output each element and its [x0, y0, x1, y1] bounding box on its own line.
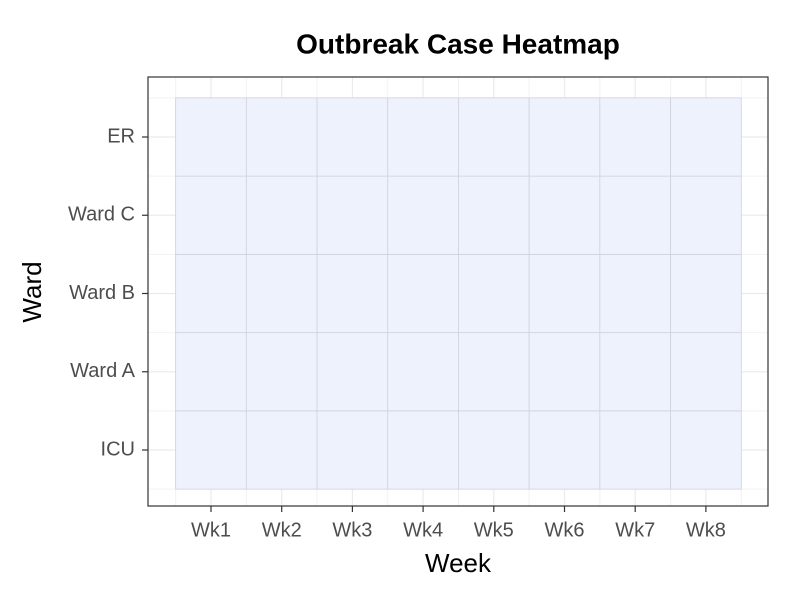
heatmap-cell — [599, 175, 671, 255]
heatmap-cell — [528, 410, 601, 490]
heatmap-cell — [316, 410, 389, 490]
heatmap-cell — [670, 332, 742, 412]
heatmap-cell — [316, 332, 389, 412]
x-tick-label: Wk5 — [474, 519, 514, 541]
x-tick-label: Wk4 — [403, 519, 443, 541]
heatmap-cell — [599, 410, 671, 490]
heatmap-cell — [458, 97, 530, 177]
heatmap-cell — [387, 97, 459, 177]
y-tick-label: ER — [107, 125, 135, 147]
heatmap-cell — [175, 410, 247, 490]
heatmap-cell — [458, 253, 530, 334]
x-tick-label: Wk2 — [262, 519, 302, 541]
heatmap-cell — [670, 410, 742, 490]
x-tick-label: Wk3 — [332, 519, 372, 541]
heatmap-cell — [316, 175, 389, 255]
panel-border — [147, 76, 769, 507]
heatmap-cell — [599, 332, 671, 412]
heatmap-cell — [599, 97, 671, 177]
x-tick-label: Wk6 — [545, 519, 585, 541]
x-tick-label: Wk1 — [191, 519, 231, 541]
y-tick-label: Ward A — [70, 360, 135, 382]
heatmap-cell — [528, 97, 601, 177]
y-tick-label: Ward C — [68, 204, 135, 226]
heatmap-cell — [670, 253, 742, 334]
heatmap-cell — [528, 332, 601, 412]
heatmap-cell — [458, 332, 530, 412]
heatmap-cell — [245, 175, 318, 255]
heatmap-cell — [387, 253, 459, 334]
heatmap-cell — [175, 175, 247, 255]
heatmap-cell — [670, 97, 742, 177]
heatmap-cell — [528, 175, 601, 255]
heatmap-cell — [387, 175, 459, 255]
chart-title: Outbreak Case Heatmap — [296, 28, 620, 59]
heatmap-cell — [316, 97, 389, 177]
x-tick-label: Wk8 — [686, 519, 726, 541]
y-tick-label: ICU — [101, 438, 135, 460]
y-tick-label: Ward B — [69, 282, 135, 304]
heatmap-cell — [245, 253, 318, 334]
x-axis-title: Week — [425, 548, 492, 578]
heatmap-cell — [670, 175, 742, 255]
heatmap-cell — [245, 410, 318, 490]
y-axis-title: Ward — [17, 261, 47, 322]
heatmap-cell — [458, 410, 530, 490]
heatmap-cell — [387, 332, 459, 412]
heatmap-cell — [175, 97, 247, 177]
heatmap-cell — [316, 253, 389, 334]
heatmap-cell — [387, 410, 459, 490]
heatmap-cell — [245, 97, 318, 177]
heatmap-cell — [175, 253, 247, 334]
heatmap-cell — [175, 332, 247, 412]
heatmap-cell — [245, 332, 318, 412]
heatmap-cell — [599, 253, 671, 334]
heatmap-cell — [458, 175, 530, 255]
x-tick-label: Wk7 — [615, 519, 655, 541]
heatmap-cell — [528, 253, 601, 334]
